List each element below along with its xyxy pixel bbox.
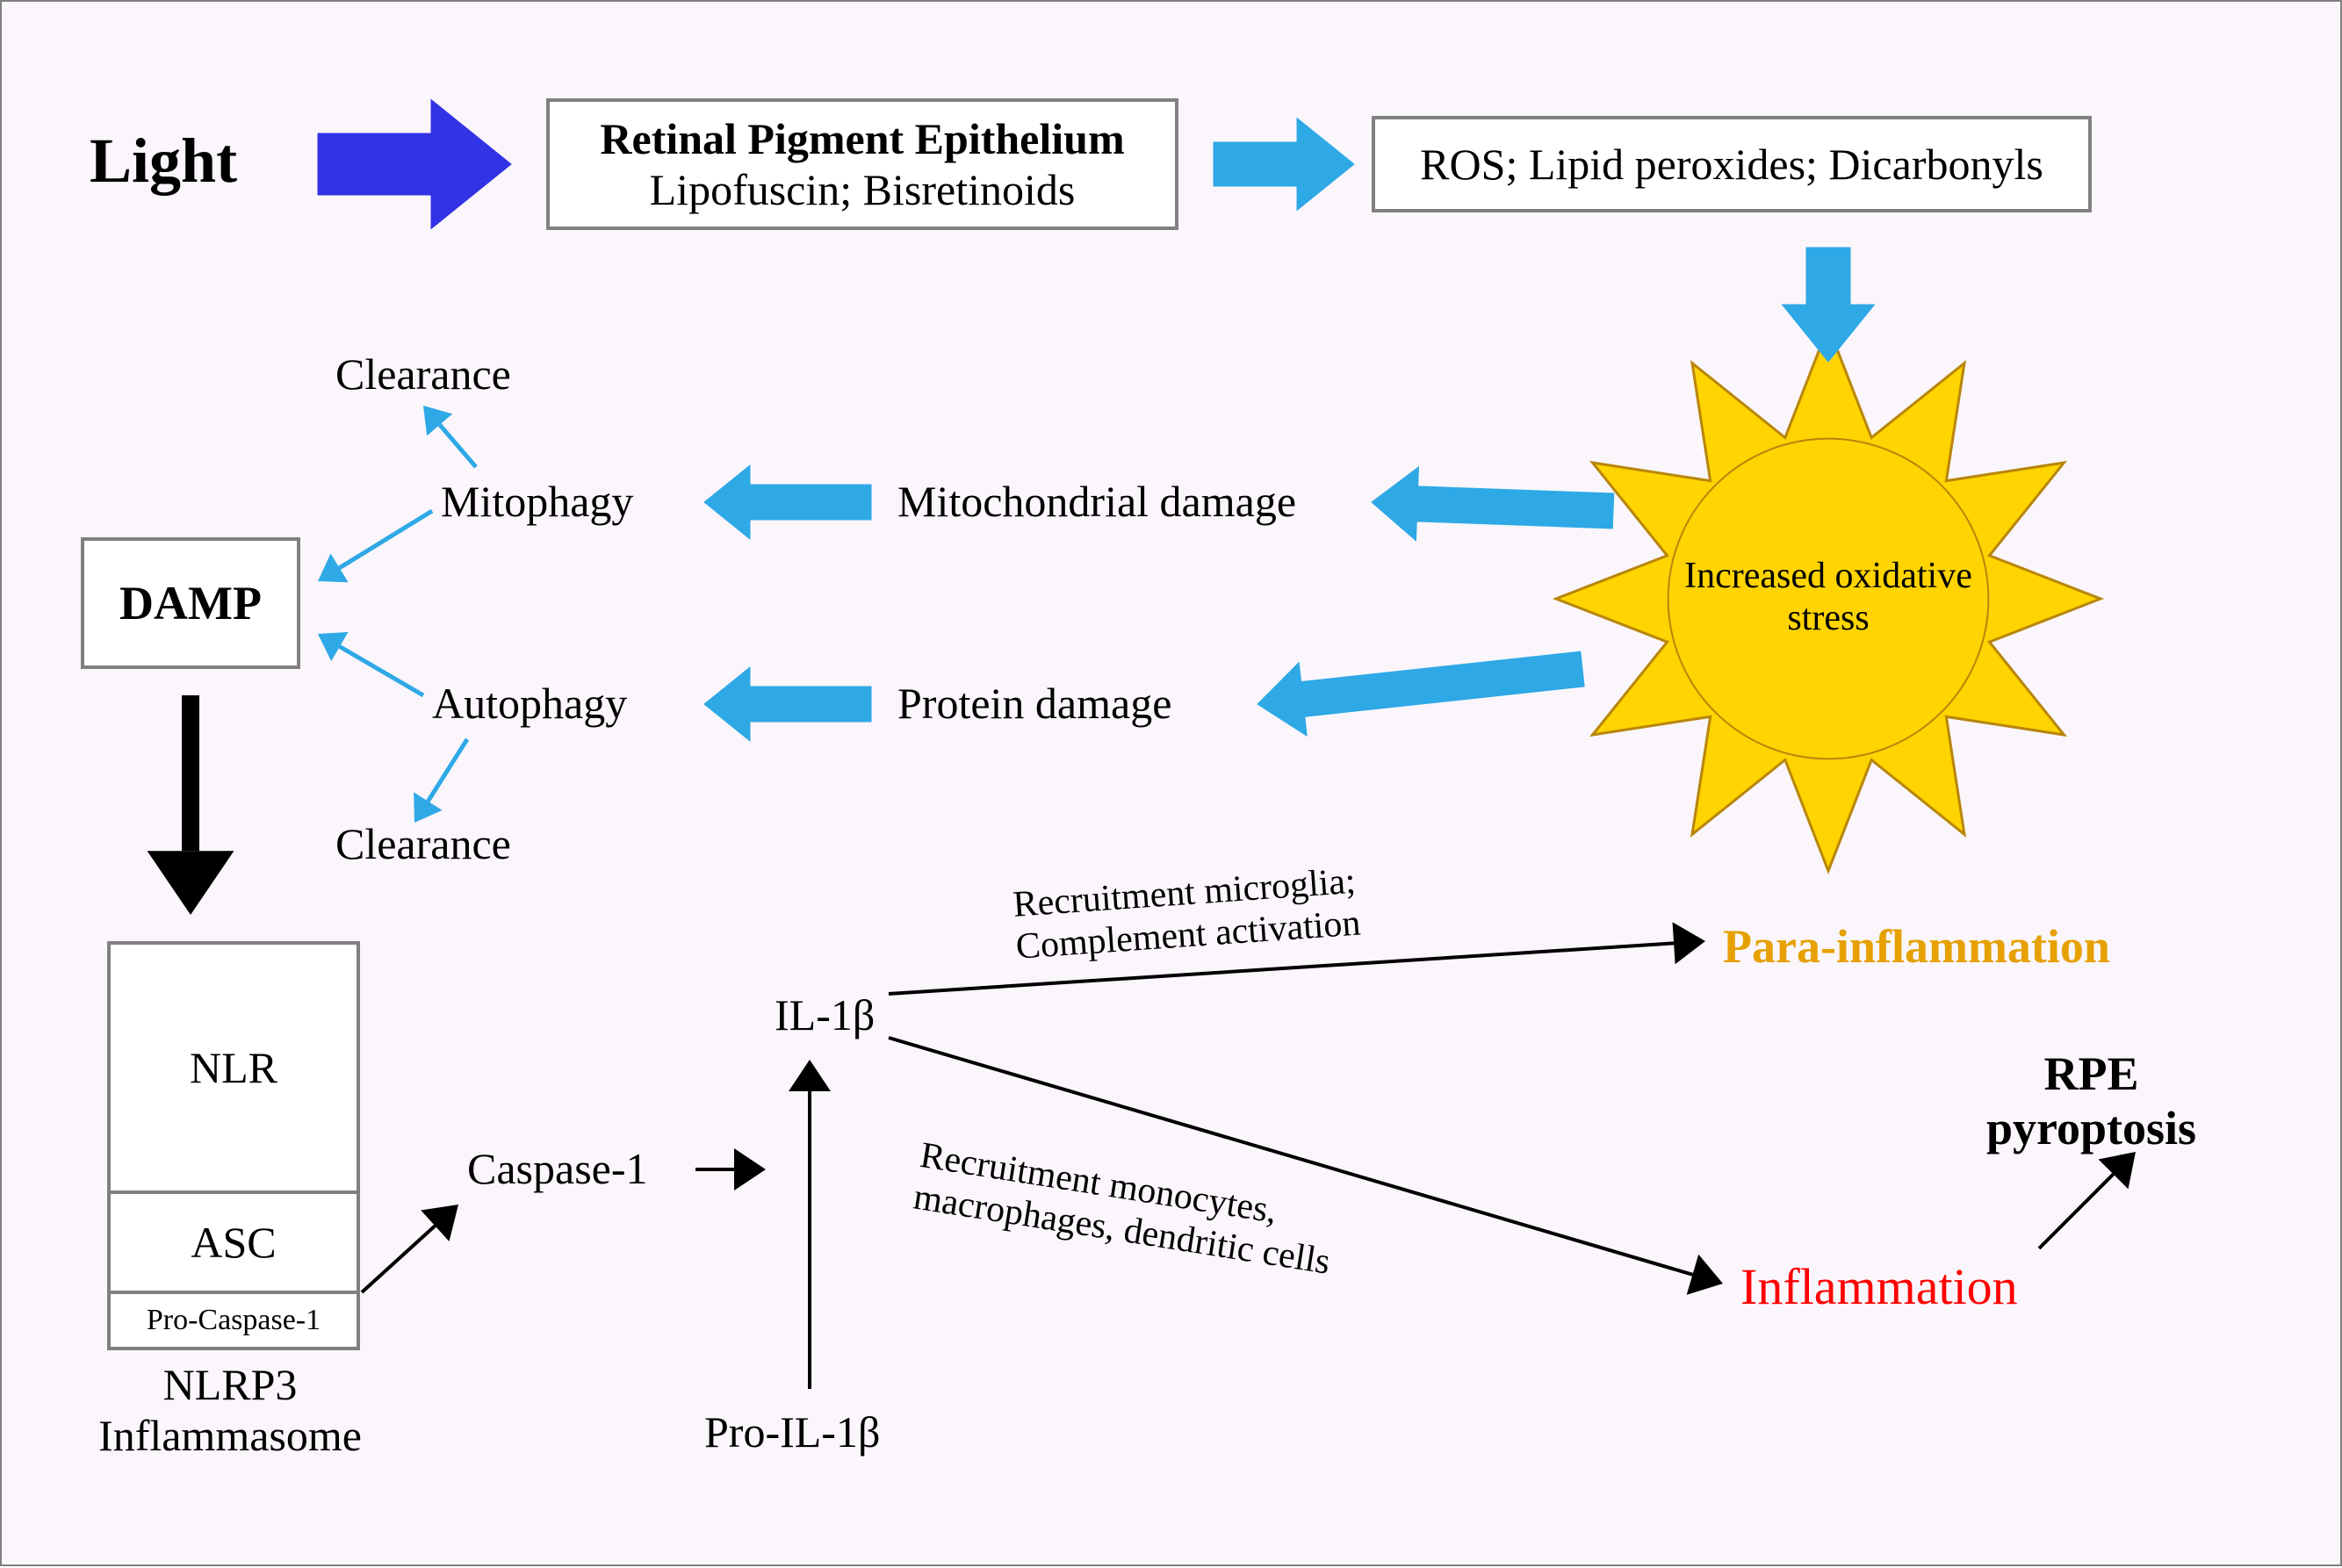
rpe-title: Retinal Pigment Epithelium (567, 113, 1157, 164)
pro-il1b-label: Pro-IL-1β (704, 1406, 880, 1457)
nlr-box: NLR (107, 941, 360, 1194)
ros-text: ROS; Lipid peroxides; Dicarbonyls (1420, 139, 2043, 190)
autophagy-label: Autophagy (432, 678, 627, 729)
il1b-label: IL-1β (775, 989, 875, 1040)
caspase1-label: Caspase-1 (467, 1143, 648, 1194)
clearance-top-label: Clearance (335, 349, 511, 399)
pathway-monocytes-label: Recruitment monocytes, macrophages, dend… (911, 1134, 1339, 1284)
protein-damage-label: Protein damage (897, 678, 1171, 729)
nlrp3-inflammasome-stack: NLR ASC Pro-Caspase-1 NLRP3 Inflammasome (107, 941, 353, 1461)
rpe-pyroptosis-label: RPE pyroptosis (1986, 1047, 2196, 1155)
damp-box: DAMP (81, 537, 300, 669)
nlrp3-caption: NLRP3 Inflammasome (72, 1359, 388, 1461)
rpe-sub: Lipofuscin; Bisretinoids (567, 164, 1157, 215)
rpe-box: Retinal Pigment Epithelium Lipofuscin; B… (546, 98, 1178, 230)
clearance-bottom-label: Clearance (335, 818, 511, 869)
pro-caspase-box: Pro-Caspase-1 (107, 1291, 360, 1350)
diagram-canvas: Light Retinal Pigment Epithelium Lipofus… (0, 0, 2342, 1566)
oxidative-stress-label: Increased oxidative stress (1661, 555, 1995, 639)
inflammation-label: Inflammation (1740, 1257, 2018, 1316)
para-inflammation-label: Para-inflammation (1723, 919, 2110, 974)
damp-text: DAMP (119, 576, 262, 630)
pathway-microglia-label: Recruitment microglia; Complement activa… (1012, 860, 1362, 968)
ros-box: ROS; Lipid peroxides; Dicarbonyls (1372, 116, 2092, 212)
mito-damage-label: Mitochondrial damage (897, 476, 1296, 527)
asc-box: ASC (107, 1190, 360, 1294)
light-label: Light (90, 125, 237, 198)
mitophagy-label: Mitophagy (441, 476, 633, 527)
